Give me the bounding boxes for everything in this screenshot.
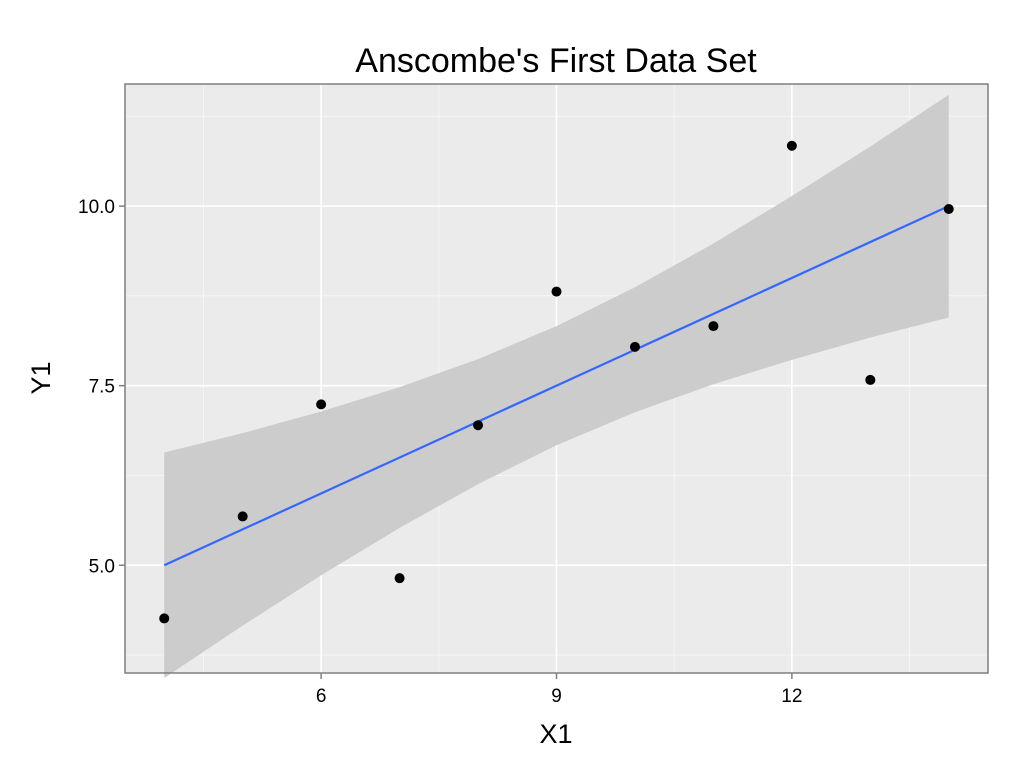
data-point [629, 341, 640, 352]
data-point [473, 420, 484, 431]
data-point [159, 613, 170, 624]
data-point [708, 321, 719, 332]
data-points [159, 140, 954, 624]
regression-line [163, 205, 950, 567]
y-tick-label: 7.5 [89, 377, 115, 398]
y-axis-title: Y1 [26, 361, 56, 394]
y-tick-label: 5.0 [89, 556, 115, 577]
data-point [943, 203, 954, 214]
data-point [237, 511, 248, 522]
x-axis-title: X1 [539, 719, 572, 749]
regression-line-layer [163, 205, 950, 567]
x-tick-label: 12 [781, 686, 802, 707]
data-point [394, 573, 405, 584]
y-axis-ticks: 5.0 7.5 10.0 [78, 197, 125, 577]
y-tick-label: 10.0 [78, 197, 115, 218]
data-point [786, 140, 797, 151]
data-point [865, 374, 876, 385]
data-point [551, 286, 562, 297]
data-point [316, 399, 327, 410]
x-tick-label: 6 [316, 686, 327, 707]
x-tick-label: 9 [551, 686, 562, 707]
x-axis-ticks: 6 9 12 [316, 673, 802, 707]
chart-title: Anscombe's First Data Set [355, 42, 757, 80]
